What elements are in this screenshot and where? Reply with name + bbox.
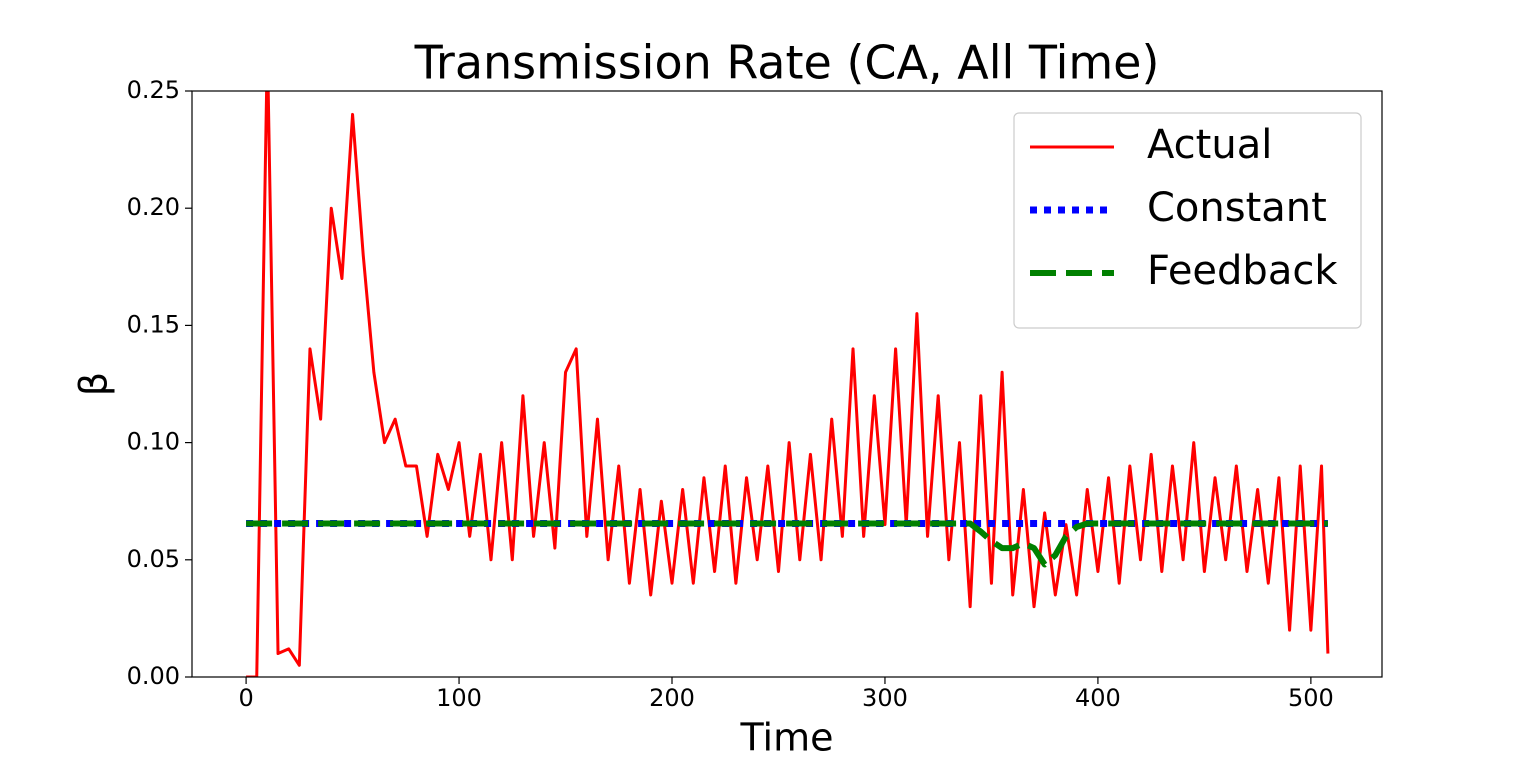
y-tick-label: 0.20 bbox=[127, 193, 180, 221]
x-tick-label: 500 bbox=[1288, 684, 1334, 712]
chart-title: Transmission Rate (CA, All Time) bbox=[414, 36, 1160, 90]
legend-label: Feedback bbox=[1147, 248, 1338, 294]
data-line bbox=[246, 91, 1330, 677]
x-tick-label: 300 bbox=[862, 684, 908, 712]
x-tick-label: 200 bbox=[649, 684, 695, 712]
y-tick-label: 0.05 bbox=[127, 545, 180, 573]
y-tick-label: 0.25 bbox=[127, 76, 180, 104]
legend-box bbox=[1013, 112, 1362, 329]
data-line bbox=[246, 520, 1328, 568]
x-tick-label: 400 bbox=[1075, 684, 1121, 712]
y-tick-label: 0.15 bbox=[127, 310, 180, 338]
plot-area bbox=[246, 91, 1330, 677]
plot-frame bbox=[191, 90, 1383, 678]
y-axis-label: β bbox=[72, 372, 116, 396]
y-tick-label: 0.10 bbox=[127, 428, 180, 456]
x-axis-label: Time bbox=[740, 716, 834, 760]
legend-label: Constant bbox=[1147, 185, 1327, 231]
x-tick-label: 100 bbox=[436, 684, 482, 712]
y-tick-label: 0.00 bbox=[127, 662, 180, 690]
x-tick-label: 0 bbox=[238, 684, 253, 712]
legend-label: Actual bbox=[1147, 122, 1272, 168]
